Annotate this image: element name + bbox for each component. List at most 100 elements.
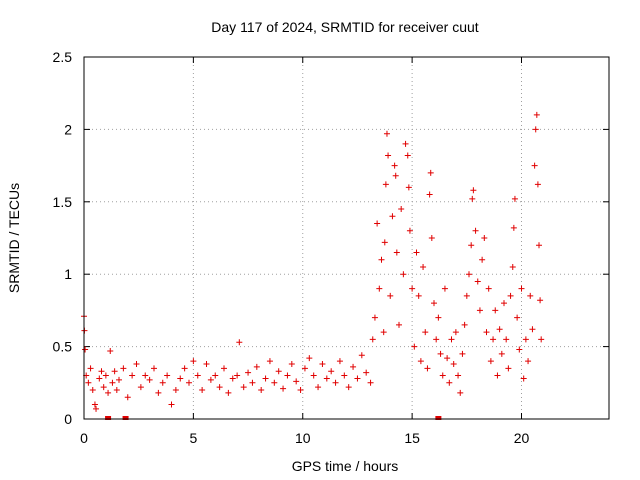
data-point [146, 376, 153, 383]
data-point [236, 339, 243, 346]
data-point [529, 326, 536, 333]
data-point [297, 387, 304, 394]
data-point [431, 300, 437, 307]
data-point [234, 372, 241, 379]
data-point [483, 329, 490, 336]
data-point [444, 355, 451, 362]
data-point [177, 375, 184, 382]
data-point [315, 384, 322, 391]
data-point [382, 181, 389, 188]
data-point [455, 372, 462, 379]
data-point [468, 242, 475, 249]
data-point [323, 375, 330, 382]
data-point [120, 365, 127, 372]
data-point [164, 372, 171, 379]
zero-marker [435, 416, 442, 420]
data-point [129, 372, 136, 379]
data-point [534, 181, 541, 188]
data-point [496, 326, 503, 333]
data-point [105, 389, 112, 396]
data-point [371, 314, 378, 321]
x-tick-label: 5 [189, 430, 197, 446]
data-point [133, 360, 140, 367]
data-point [87, 365, 94, 372]
data-point [225, 389, 232, 396]
data-point [194, 372, 201, 379]
data-point [472, 227, 479, 234]
data-point [470, 187, 477, 194]
data-point [422, 329, 429, 336]
data-point [258, 387, 265, 394]
data-point [262, 375, 269, 382]
data-point [159, 379, 166, 386]
data-point [509, 263, 516, 270]
data-points [81, 111, 545, 412]
data-point [203, 360, 210, 367]
data-point [476, 307, 483, 314]
data-point [537, 297, 544, 304]
data-point [374, 220, 381, 227]
data-point [494, 372, 501, 379]
data-point [310, 372, 317, 379]
data-point [186, 379, 192, 386]
data-point [207, 376, 214, 383]
data-point [378, 256, 385, 263]
data-point [111, 368, 118, 375]
data-point [221, 365, 227, 372]
data-point [433, 336, 440, 343]
data-point [85, 379, 92, 386]
data-point [363, 369, 370, 376]
data-point [466, 271, 472, 278]
data-point [457, 389, 464, 396]
tick-marks [83, 56, 609, 420]
data-point [380, 329, 387, 336]
data-point [306, 355, 313, 362]
data-point [142, 372, 149, 379]
data-point [538, 336, 545, 343]
data-point [525, 358, 532, 365]
data-point [532, 126, 539, 133]
data-point [481, 235, 488, 241]
data-point [446, 379, 453, 386]
data-point [427, 169, 434, 176]
data-point [280, 385, 287, 392]
data-point [428, 235, 435, 241]
data-point [249, 379, 256, 386]
data-point [91, 401, 98, 408]
data-point [437, 350, 444, 357]
data-point [275, 368, 282, 375]
y-tick-label: 0 [64, 411, 72, 427]
data-point [487, 358, 494, 365]
data-point [393, 249, 400, 256]
data-point [461, 321, 468, 328]
data-point [151, 365, 157, 372]
data-point [391, 162, 398, 169]
data-point [520, 375, 527, 382]
data-point [448, 336, 455, 343]
data-point [137, 384, 144, 391]
data-point [266, 358, 273, 365]
zero-marker [105, 416, 112, 420]
data-point [536, 242, 542, 249]
data-point [392, 172, 399, 179]
data-point [452, 329, 459, 336]
y-tick-label: 2 [64, 121, 72, 137]
data-point [498, 350, 505, 357]
data-point [124, 394, 131, 401]
zero-markers [105, 416, 442, 420]
data-point [490, 336, 497, 343]
data-point [376, 285, 383, 292]
data-point [284, 372, 291, 379]
data-point [439, 372, 446, 379]
data-point [369, 336, 376, 343]
data-point [102, 372, 109, 379]
data-point [511, 195, 518, 202]
data-point [518, 285, 525, 292]
data-point [155, 389, 162, 396]
data-point [450, 360, 457, 367]
data-point [229, 375, 236, 382]
data-point [411, 343, 418, 350]
data-point [301, 365, 308, 372]
x-tick-label: 0 [80, 430, 88, 446]
data-point [212, 372, 219, 379]
